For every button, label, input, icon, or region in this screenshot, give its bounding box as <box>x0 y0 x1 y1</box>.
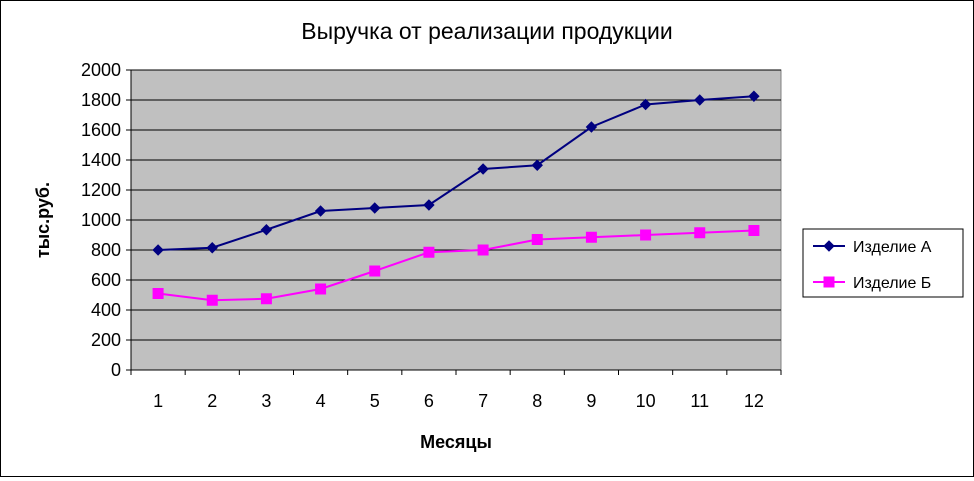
legend-entry: Изделие Б <box>813 275 931 292</box>
x-tick-label: 4 <box>316 391 326 411</box>
diamond-marker <box>694 94 706 106</box>
x-tick-labels: 1 2 3 4 5 6 7 8 9 10 11 12 <box>153 391 764 411</box>
diamond-marker <box>477 163 489 175</box>
diamond-marker <box>369 202 381 214</box>
y-tick-label: 1400 <box>81 150 121 170</box>
series-1 <box>152 90 760 256</box>
square-marker <box>260 293 272 305</box>
chart-title: Выручка от реализации продукции <box>301 18 672 44</box>
diamond-marker <box>423 199 435 211</box>
y-tick-label: 1000 <box>81 210 121 230</box>
legend-label: Изделие Б <box>853 275 931 292</box>
y-tick-label: 800 <box>91 240 121 260</box>
y-tick-label: 0 <box>111 360 121 380</box>
x-tick-label: 3 <box>261 391 271 411</box>
square-marker <box>369 265 381 277</box>
x-tick-label: 6 <box>424 391 434 411</box>
diamond-marker <box>639 98 652 111</box>
square-marker <box>694 227 706 239</box>
diamond-marker <box>585 121 598 133</box>
y-tick-label: 1800 <box>81 90 121 110</box>
square-marker <box>640 229 652 241</box>
square-marker <box>477 244 489 256</box>
x-tick-label: 7 <box>478 391 488 411</box>
square-marker <box>531 234 543 245</box>
legend: Изделие А Изделие Б <box>802 228 964 298</box>
legend-items: Изделие А Изделие Б <box>813 239 932 292</box>
square-marker <box>423 246 435 258</box>
square-marker <box>315 283 327 295</box>
y-tick-label: 1600 <box>81 120 121 140</box>
x-tick-label: 1 <box>153 391 163 411</box>
legend-label: Изделие А <box>853 239 932 256</box>
axes <box>126 69 782 375</box>
y-tick-label: 1200 <box>81 180 121 200</box>
diamond-marker <box>748 90 760 102</box>
series-line <box>157 229 754 302</box>
x-axis-title: Месяцы <box>420 432 492 452</box>
series-lines <box>152 90 760 306</box>
diamond-marker <box>260 224 273 236</box>
diamond-marker <box>531 159 543 171</box>
x-tick-label: 9 <box>586 391 596 411</box>
y-tick-labels: 0 200 400 600 800 1000 1200 1400 1600 1800 2000 <box>81 60 121 380</box>
x-tick-label: 2 <box>207 391 217 411</box>
diamond-marker <box>206 242 218 254</box>
x-tick-label: 5 <box>370 391 380 411</box>
square-marker <box>823 276 835 288</box>
diamond-marker <box>314 205 327 217</box>
x-tick-label: 11 <box>690 391 709 411</box>
y-tick-label: 200 <box>91 330 121 350</box>
series-line <box>158 95 754 251</box>
y-axis-title: тыс.руб. <box>33 182 53 258</box>
x-tick-label: 12 <box>744 391 764 411</box>
series-2 <box>152 225 760 306</box>
y-tick-label: 600 <box>91 270 121 290</box>
y-tick-label: 2000 <box>81 60 121 80</box>
diamond-marker <box>152 244 164 256</box>
y-tick-label: 400 <box>91 300 121 320</box>
x-tick-label: 10 <box>636 391 656 411</box>
square-marker <box>585 231 597 243</box>
square-marker <box>748 225 760 236</box>
legend-entry: Изделие А <box>813 239 932 256</box>
gridlines <box>131 69 781 341</box>
diamond-marker <box>823 240 835 252</box>
square-marker <box>152 288 164 299</box>
square-marker <box>206 294 218 306</box>
x-tick-label: 8 <box>532 391 542 411</box>
